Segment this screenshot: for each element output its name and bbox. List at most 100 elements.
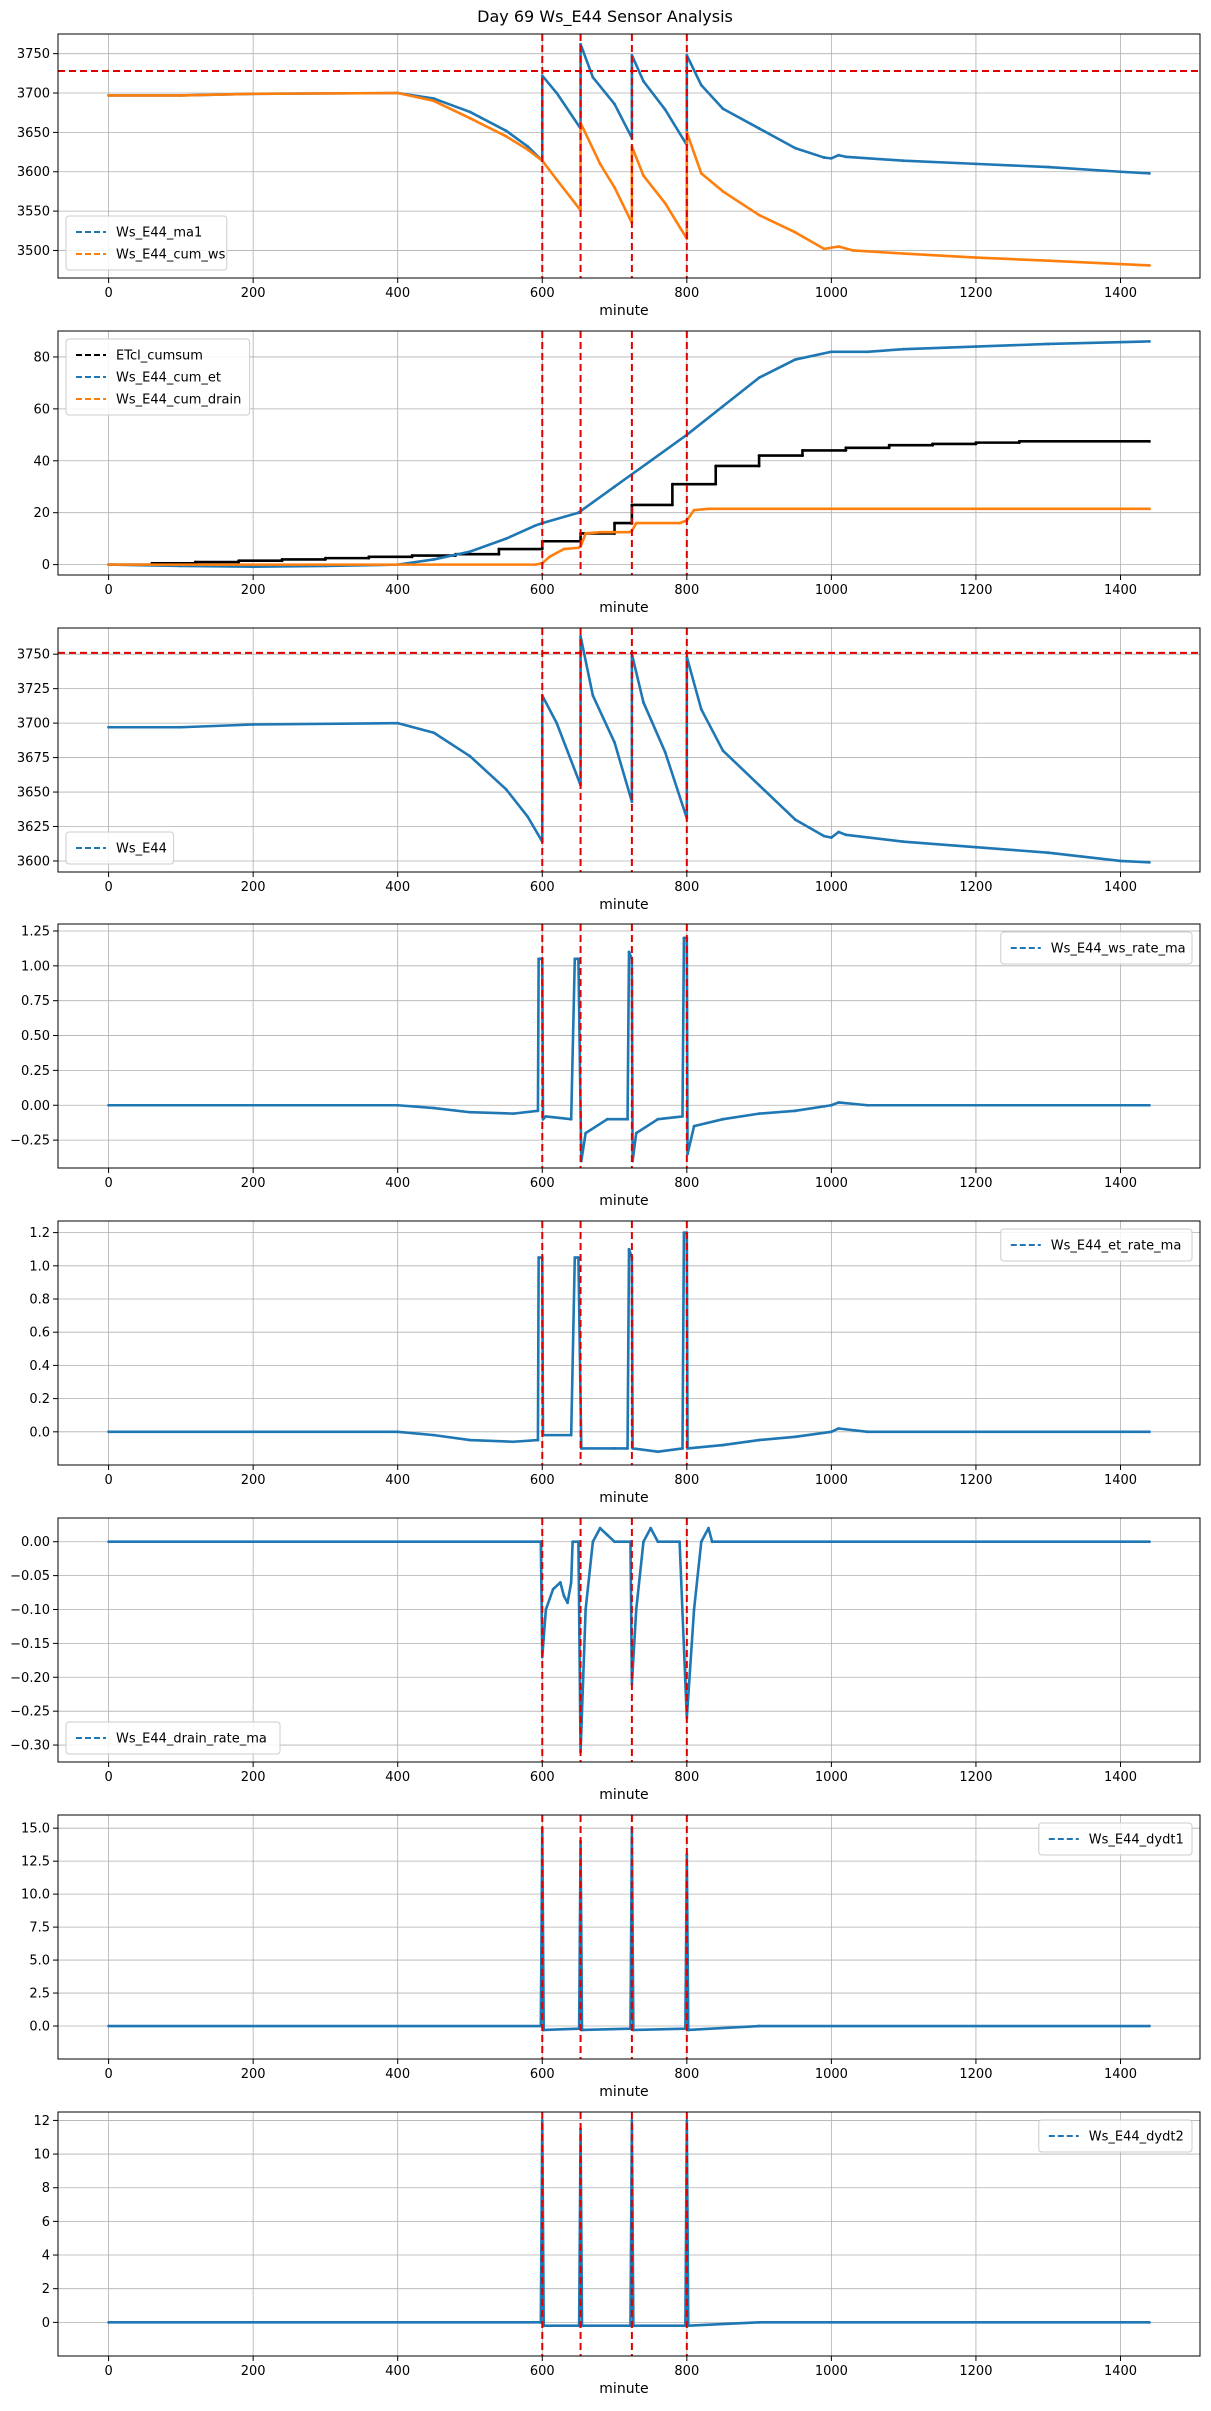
series-line-Ws_E44_dydt2 bbox=[108, 2119, 1150, 2328]
data-point bbox=[707, 507, 710, 511]
data-point bbox=[613, 1540, 616, 1544]
y-tick-label: 40 bbox=[33, 454, 50, 469]
data-point bbox=[468, 550, 472, 554]
ticks: 0 200 400 600 800 1000 1200 1400 3600 3625 3650 367… bbox=[17, 648, 1137, 895]
plot-frame bbox=[57, 923, 1201, 1169]
data-point bbox=[866, 1103, 869, 1107]
data-point bbox=[251, 92, 255, 96]
data-point bbox=[432, 99, 436, 103]
legend-box bbox=[65, 215, 228, 271]
data-point bbox=[598, 162, 602, 166]
data-point bbox=[562, 1594, 566, 1598]
legend-box bbox=[1000, 931, 1193, 965]
data-point bbox=[757, 454, 761, 457]
data-point bbox=[902, 159, 906, 163]
data-point bbox=[837, 245, 841, 248]
data-point bbox=[902, 347, 906, 351]
plot-area bbox=[58, 34, 1200, 278]
data-point bbox=[1148, 1103, 1151, 1107]
data-point bbox=[504, 787, 508, 791]
data-point bbox=[577, 546, 580, 550]
data-point bbox=[571, 1540, 575, 1544]
data-point bbox=[844, 449, 848, 452]
x-tick-label: 1000 bbox=[815, 583, 848, 598]
data-point bbox=[851, 249, 855, 252]
data-point bbox=[642, 1540, 645, 1544]
y-tick-label: 0.0 bbox=[29, 1425, 50, 1440]
x-tick-label: 1400 bbox=[1104, 1176, 1137, 1191]
data-point bbox=[468, 1110, 472, 1114]
plot-area bbox=[107, 1518, 1151, 1762]
data-point bbox=[577, 511, 580, 515]
y-tick-label: 3650 bbox=[17, 786, 50, 801]
series-line-Ws_E44_drain_rate_ma bbox=[108, 1526, 1150, 1754]
data-point bbox=[681, 1115, 684, 1118]
data-point bbox=[710, 1540, 714, 1544]
data-point bbox=[757, 783, 761, 787]
data-point bbox=[685, 53, 689, 57]
data-point bbox=[714, 482, 718, 486]
data-point bbox=[548, 555, 551, 559]
data-point bbox=[707, 1526, 710, 1530]
data-point bbox=[193, 560, 197, 564]
x-axis-label: minute bbox=[599, 1787, 648, 1803]
data-point bbox=[699, 171, 703, 175]
data-point bbox=[837, 830, 841, 834]
chart-panel-2: 0 200 400 600 800 1000 1200 1400 0 20 40 60 80 minute… bbox=[33, 330, 1201, 616]
x-tick-label: 200 bbox=[241, 1770, 266, 1785]
data-point bbox=[533, 524, 537, 528]
data-point bbox=[573, 1256, 577, 1259]
x-tick-label: 1400 bbox=[1104, 1770, 1137, 1785]
data-point bbox=[468, 754, 472, 758]
data-point bbox=[1148, 339, 1151, 343]
chart-panel-3: 0 200 400 600 800 1000 1200 1400 3600 3625 3650 367… bbox=[17, 627, 1201, 913]
data-point bbox=[613, 521, 616, 525]
data-point bbox=[605, 1533, 609, 1537]
x-tick-label: 1200 bbox=[959, 1770, 992, 1785]
x-tick-label: 1200 bbox=[959, 2364, 992, 2379]
x-tick-label: 1000 bbox=[815, 880, 848, 895]
chart-panel-5: 0 200 400 600 800 1000 1200 1400 0.0 0.2 0.4 0.6 0.8… bbox=[29, 1220, 1201, 1506]
y-tick-label: 0.00 bbox=[21, 1099, 50, 1114]
chart-panels: 0 200 400 600 800 1000 1200 1400350035503600365… bbox=[10, 33, 1201, 2397]
data-point bbox=[974, 256, 978, 259]
x-tick-label: 200 bbox=[241, 2364, 266, 2379]
data-point bbox=[1148, 264, 1151, 267]
data-point bbox=[1148, 171, 1151, 175]
x-tick-label: 600 bbox=[530, 2364, 555, 2379]
x-tick-label: 800 bbox=[674, 1473, 699, 1488]
data-point bbox=[579, 42, 582, 46]
data-point bbox=[251, 723, 255, 726]
legend-label: Ws_E44_ma1 bbox=[116, 226, 202, 241]
data-point bbox=[844, 155, 848, 159]
data-point bbox=[670, 482, 674, 486]
y-tick-label: 0.8 bbox=[29, 1293, 50, 1308]
data-point bbox=[681, 1447, 684, 1450]
data-point bbox=[627, 530, 631, 534]
legend: Ws_E44_ws_rate_ma bbox=[1000, 931, 1193, 965]
y-tick-label: 3700 bbox=[17, 87, 50, 102]
data-point bbox=[540, 74, 544, 78]
data-point bbox=[626, 1117, 629, 1121]
data-point bbox=[613, 1447, 616, 1450]
data-point bbox=[107, 2024, 110, 2028]
data-point bbox=[757, 1112, 761, 1116]
y-tick-label: 0 bbox=[42, 558, 50, 573]
x-axis-label: minute bbox=[599, 2084, 648, 2100]
x-axis-label: minute bbox=[599, 303, 648, 319]
data-point bbox=[562, 547, 566, 551]
data-point bbox=[540, 547, 544, 551]
ticks: 0 200 400 600 800 1000 1200 1400 0.0 0.2 0.4 0.6 0.8… bbox=[29, 1226, 1137, 1488]
y-tick-label: 3725 bbox=[17, 682, 50, 697]
data-point bbox=[432, 1106, 436, 1110]
data-point bbox=[544, 1608, 548, 1611]
data-point bbox=[573, 957, 577, 961]
y-tick-label: 15.0 bbox=[21, 1822, 50, 1837]
data-point bbox=[801, 454, 804, 457]
data-point bbox=[793, 1109, 797, 1113]
y-tick-label: 7.5 bbox=[29, 1921, 50, 1936]
chart-panel-4: 0 200 400 600 800 1000 1200 1400 −0.25 0.00 0.25 0.… bbox=[10, 923, 1201, 1209]
x-axis-label: minute bbox=[599, 1490, 648, 1506]
x-tick-label: 1200 bbox=[959, 583, 992, 598]
legend-box bbox=[1000, 1228, 1193, 1262]
